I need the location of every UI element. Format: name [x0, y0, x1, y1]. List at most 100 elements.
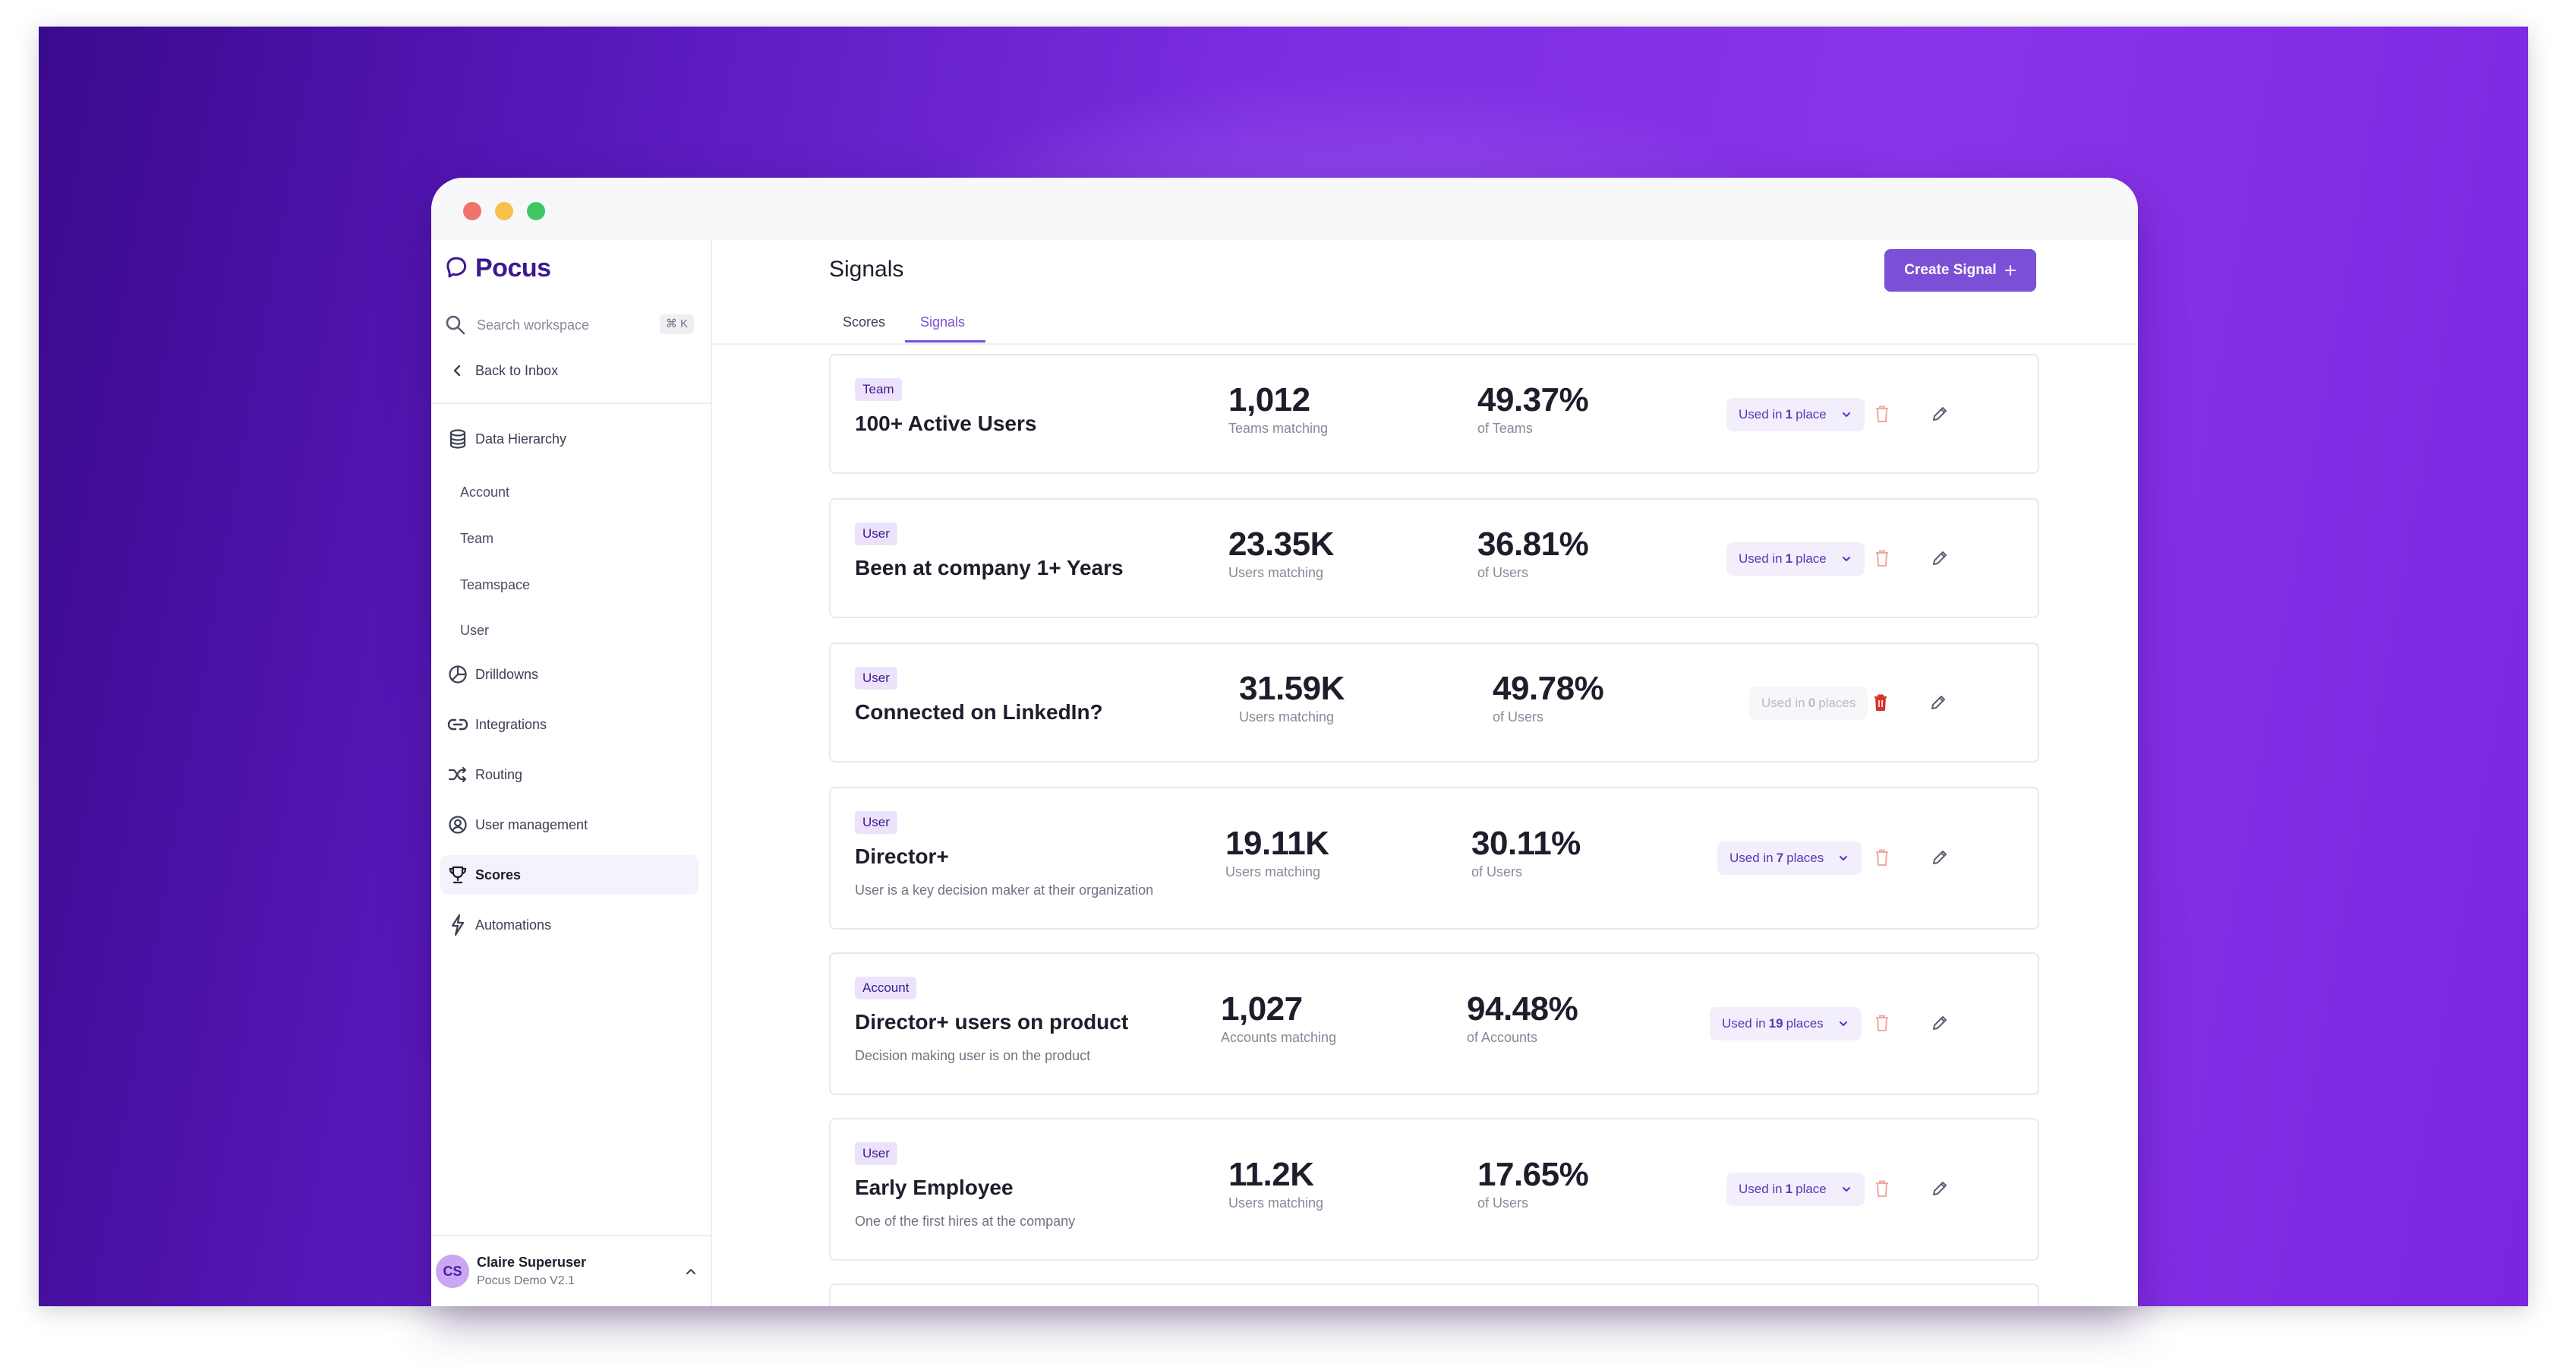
usage-dropdown[interactable]: Used in 1 place: [1726, 1173, 1865, 1206]
sidebar-subitem-user[interactable]: User: [460, 623, 490, 638]
app-window: Pocus ⌘ K Back to Inbox Data Hierarchy A…: [431, 178, 2138, 1306]
back-to-inbox-link[interactable]: Back to Inbox: [440, 351, 698, 390]
matching-count: 23.35K: [1228, 526, 1334, 563]
shuffle-icon: [446, 763, 469, 786]
matching-percent: 49.78%: [1493, 670, 1604, 707]
sidebar-item-data-hierarchy[interactable]: Data Hierarchy: [440, 419, 698, 459]
delete-icon[interactable]: [1869, 691, 1892, 714]
user-org: Pocus Demo V2.1: [477, 1274, 575, 1287]
plus-icon: [2004, 265, 2016, 276]
create-signal-button[interactable]: Create Signal: [1884, 249, 2036, 292]
matching-label: Users matching: [1228, 565, 1324, 580]
logo[interactable]: Pocus: [445, 254, 551, 283]
sidebar-item-integrations[interactable]: Integrations: [440, 705, 698, 744]
scores-label: Scores: [475, 867, 522, 882]
percent-label: of Users: [1471, 864, 1523, 879]
signal-card[interactable]: [829, 1283, 2039, 1306]
percent-label: of Users: [1477, 1195, 1529, 1211]
user-menu[interactable]: CS Claire Superuser Pocus Demo V2.1: [431, 1235, 711, 1306]
edit-pencil-icon[interactable]: [1928, 846, 1951, 869]
signal-description: One of the first hires at the company: [855, 1214, 1076, 1229]
signal-type-badge: Team: [855, 378, 902, 401]
active-tab-indicator: [905, 340, 985, 343]
edit-pencil-icon[interactable]: [1927, 691, 1950, 714]
sidebar: Pocus ⌘ K Back to Inbox Data Hierarchy A…: [431, 240, 712, 1306]
signal-card[interactable]: User Been at company 1+ Years 23.35K Use…: [829, 498, 2039, 618]
usage-dropdown[interactable]: Used in 1 place: [1726, 542, 1865, 576]
usage-dropdown[interactable]: Used in 1 place: [1726, 398, 1865, 431]
edit-pencil-icon[interactable]: [1928, 403, 1951, 425]
page-title: Signals: [829, 257, 904, 282]
delete-icon[interactable]: [1871, 547, 1893, 570]
matching-label: Users matching: [1225, 864, 1321, 879]
drilldowns-label: Drilldowns: [475, 666, 539, 682]
usage-dropdown[interactable]: Used in 19 places: [1710, 1007, 1862, 1040]
usage-count: 1: [1785, 551, 1793, 566]
tab-signals[interactable]: Signals: [920, 314, 966, 330]
delete-icon[interactable]: [1871, 403, 1893, 425]
signal-type-badge: User: [855, 667, 897, 690]
lightning-icon: [446, 914, 469, 936]
usage-prefix: Used in: [1739, 1182, 1783, 1196]
usage-prefix: Used in: [1739, 551, 1783, 566]
sidebar-item-scores[interactable]: Scores: [440, 855, 698, 895]
matching-percent: 94.48%: [1467, 990, 1578, 1028]
delete-icon[interactable]: [1871, 1177, 1893, 1200]
link-icon: [446, 713, 469, 736]
matching-label: Users matching: [1228, 1195, 1324, 1211]
matching-count: 1,012: [1228, 381, 1310, 418]
usage-suffix: place: [1796, 551, 1827, 566]
maximize-window-button[interactable]: [527, 202, 545, 220]
signal-card[interactable]: Team 100+ Active Users 1,012 Teams match…: [829, 354, 2039, 474]
sidebar-item-automations[interactable]: Automations: [440, 905, 698, 945]
close-window-button[interactable]: [463, 202, 481, 220]
matching-percent: 36.81%: [1477, 526, 1589, 563]
sidebar-item-user-management[interactable]: User management: [440, 805, 698, 845]
matching-count: 11.2K: [1228, 1156, 1314, 1193]
delete-icon[interactable]: [1871, 1012, 1893, 1034]
minimize-window-button[interactable]: [495, 202, 513, 220]
signal-card[interactable]: Account Director+ users on product Decis…: [829, 952, 2039, 1095]
pie-chart-icon: [446, 663, 469, 686]
chevron-down-icon: [1839, 1021, 1847, 1026]
signal-card[interactable]: User Director+ User is a key decision ma…: [829, 787, 2039, 930]
signal-title: Director+: [855, 845, 949, 868]
sidebar-item-routing[interactable]: Routing: [440, 755, 698, 794]
back-to-inbox-label: Back to Inbox: [475, 362, 559, 378]
chevron-down-icon: [1842, 557, 1850, 561]
signal-description: Decision making user is on the product: [855, 1048, 1091, 1063]
sidebar-subitem-account[interactable]: Account: [460, 485, 510, 500]
edit-pencil-icon[interactable]: [1928, 547, 1951, 570]
tab-scores[interactable]: Scores: [843, 314, 886, 330]
usage-suffix: places: [1818, 696, 1856, 710]
usage-suffix: place: [1796, 1182, 1827, 1196]
trophy-icon: [446, 863, 469, 886]
percent-label: of Users: [1493, 709, 1544, 725]
main-content: Signals Create Signal Scores Signals Tea…: [712, 240, 2138, 1306]
usage-prefix: Used in: [1729, 851, 1774, 865]
search-bar[interactable]: ⌘ K: [440, 305, 698, 343]
matching-label: Accounts matching: [1221, 1030, 1337, 1045]
search-input[interactable]: [475, 311, 645, 339]
percent-label: of Users: [1477, 565, 1529, 580]
signal-card[interactable]: User Early Employee One of the first hir…: [829, 1118, 2039, 1261]
search-icon: [446, 315, 465, 335]
usage-count: 0: [1808, 696, 1816, 710]
edit-pencil-icon[interactable]: [1928, 1177, 1951, 1200]
matching-label: Users matching: [1239, 709, 1335, 725]
chevron-up-icon[interactable]: [683, 1264, 698, 1279]
pocus-logo-icon: [446, 257, 467, 277]
sidebar-subitem-team[interactable]: Team: [460, 531, 494, 546]
sidebar-item-drilldowns[interactable]: Drilldowns: [440, 655, 698, 694]
user-name: Claire Superuser: [477, 1255, 587, 1270]
signal-card[interactable]: User Connected on LinkedIn? 31.59K Users…: [829, 642, 2039, 762]
delete-icon[interactable]: [1871, 846, 1893, 869]
usage-dropdown[interactable]: Used in 7 places: [1717, 841, 1862, 875]
user-circle-icon: [446, 813, 469, 836]
matching-percent: 17.65%: [1477, 1156, 1589, 1193]
signal-type-badge: User: [855, 522, 897, 545]
edit-pencil-icon[interactable]: [1928, 1012, 1951, 1034]
search-shortcut: ⌘ K: [659, 314, 694, 334]
sidebar-subitem-teamspace[interactable]: Teamspace: [460, 577, 531, 592]
user-management-label: User management: [475, 816, 588, 832]
